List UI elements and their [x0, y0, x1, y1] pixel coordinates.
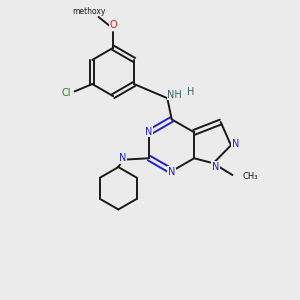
Text: Cl: Cl [61, 88, 71, 98]
Text: H: H [187, 87, 194, 97]
Text: N: N [168, 167, 176, 177]
Text: N: N [118, 153, 126, 163]
Text: N: N [145, 127, 152, 137]
Text: N: N [212, 162, 219, 172]
Text: O: O [110, 20, 117, 30]
Text: O: O [109, 20, 117, 30]
Text: CH₃: CH₃ [243, 172, 258, 181]
Text: NH: NH [167, 90, 182, 100]
Text: methoxy: methoxy [72, 7, 106, 16]
Text: N: N [232, 139, 239, 149]
